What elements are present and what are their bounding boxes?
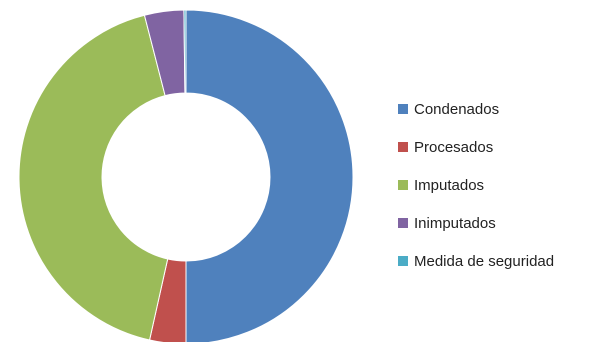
donut-slice-medida-de-seguridad — [183, 9, 187, 94]
legend: Condenados Procesados Imputados Inimputa… — [398, 90, 593, 280]
legend-swatch — [398, 104, 408, 114]
legend-label: Condenados — [414, 100, 500, 118]
legend-label: Imputados — [414, 176, 485, 194]
legend-item: Imputados — [398, 166, 593, 204]
legend-label: Medida de seguridad — [414, 252, 555, 270]
legend-item: Condenados — [398, 90, 593, 128]
legend-label: Procesados — [414, 138, 494, 156]
donut-slice-condenados — [185, 9, 354, 342]
legend-item: Procesados — [398, 128, 593, 166]
legend-swatch — [398, 180, 408, 190]
legend-item: Medida de seguridad — [398, 242, 593, 280]
legend-swatch — [398, 218, 408, 228]
legend-swatch — [398, 256, 408, 266]
donut-slice-imputados — [18, 14, 169, 341]
legend-item: Inimputados — [398, 204, 593, 242]
legend-label: Inimputados — [414, 214, 496, 232]
donut-plot-area — [18, 9, 354, 342]
legend-swatch — [398, 142, 408, 152]
